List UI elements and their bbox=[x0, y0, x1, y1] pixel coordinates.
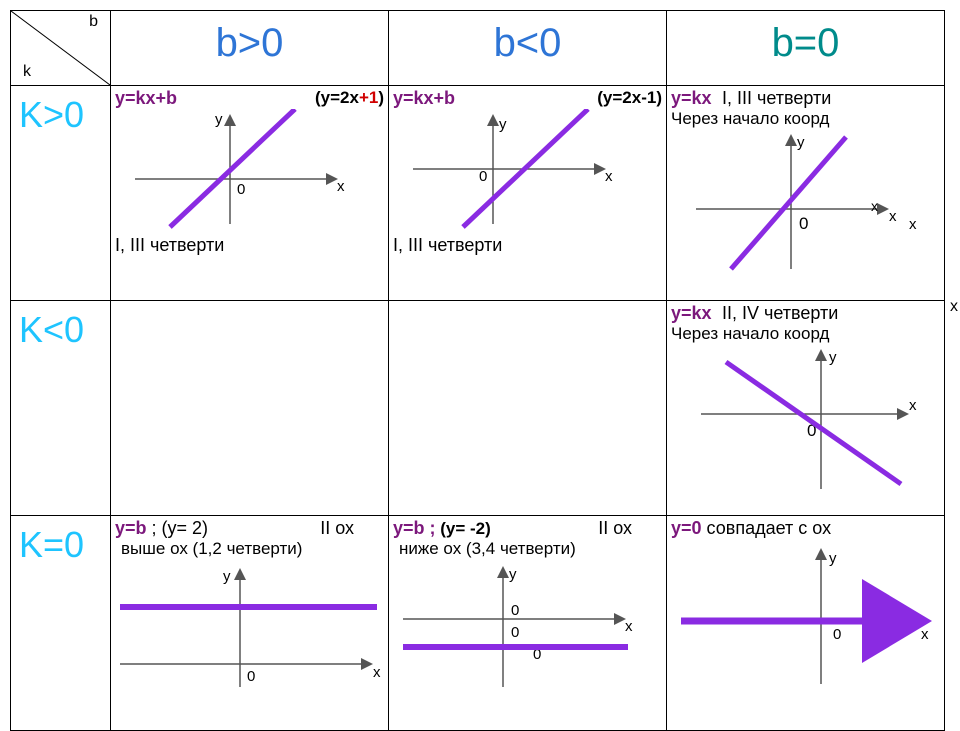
note1: I, III четверти bbox=[722, 88, 831, 108]
corner-b-label: b bbox=[89, 13, 98, 31]
svg-text:y: y bbox=[215, 111, 223, 128]
corner-cell: b k bbox=[11, 11, 111, 86]
cell-k-zero-b-pos: y=b ; (y= 2) II ох выше ох (1,2 четверти… bbox=[111, 516, 389, 731]
row-label-k-zero: K=0 bbox=[11, 516, 111, 731]
col-header-b-pos: b>0 bbox=[111, 11, 389, 86]
svg-text:x: x bbox=[605, 168, 613, 185]
svg-text:0: 0 bbox=[237, 181, 245, 198]
plot-k-zero-b-neg: x y 0 0 0 bbox=[393, 559, 663, 689]
plot-k-pos-b-pos: x y 0 bbox=[115, 109, 375, 229]
svg-text:y: y bbox=[829, 349, 837, 366]
col-header-b-zero: b=0 bbox=[667, 11, 945, 86]
svg-text:0: 0 bbox=[479, 168, 487, 185]
cell-k-neg-b-neg bbox=[389, 301, 667, 516]
svg-text:0: 0 bbox=[833, 626, 841, 643]
svg-text:y: y bbox=[499, 116, 507, 133]
equation: y=kx bbox=[671, 303, 712, 323]
svg-text:0: 0 bbox=[511, 602, 519, 619]
header-row: b k b>0 b<0 b=0 bbox=[11, 11, 945, 86]
row-k-pos: K>0 y=kx+b (y=2x+1) x y 0 I, III четверт… bbox=[11, 86, 945, 301]
cell-k-pos-b-zero: y=kx I, III четверти Через начало коорд … bbox=[667, 86, 945, 301]
svg-text:x: x bbox=[909, 397, 917, 414]
equation: y=b bbox=[115, 518, 152, 538]
corner-k-label: k bbox=[23, 63, 31, 81]
note-axis: II ох bbox=[598, 518, 632, 539]
note2: Через начало коорд bbox=[671, 324, 940, 344]
svg-text:x: x bbox=[921, 626, 929, 643]
svg-text:y: y bbox=[829, 550, 837, 567]
page: b k b>0 b<0 b=0 K>0 y=kx+b (y=2x+1) x y … bbox=[0, 0, 960, 720]
svg-text:y: y bbox=[509, 566, 517, 583]
svg-text:x: x bbox=[337, 178, 345, 195]
svg-text:x: x bbox=[373, 664, 381, 681]
equation: y=0 bbox=[671, 518, 702, 538]
plot-k-neg-b-zero: x y 0 bbox=[671, 344, 931, 494]
cell-k-zero-b-zero: y=0 совпадает с ох y 0 x bbox=[667, 516, 945, 731]
note2: Через начало коорд bbox=[671, 109, 940, 129]
row-k-neg: K<0 y=kx II, IV четверти Через начало ко… bbox=[11, 301, 945, 516]
equation: y=kx+b bbox=[393, 88, 455, 108]
cell-k-neg-b-pos bbox=[111, 301, 389, 516]
svg-text:x: x bbox=[625, 618, 633, 635]
svg-text:y: y bbox=[223, 568, 231, 585]
example: (y=2x-1) bbox=[597, 88, 662, 108]
stray-x-label: x bbox=[950, 298, 958, 316]
row-label-k-pos: K>0 bbox=[11, 86, 111, 301]
function-table: b k b>0 b<0 b=0 K>0 y=kx+b (y=2x+1) x y … bbox=[10, 10, 945, 731]
note2: выше ох (1,2 четверти) bbox=[121, 539, 384, 559]
svg-text:0: 0 bbox=[511, 624, 519, 641]
svg-text:0: 0 bbox=[247, 668, 255, 685]
cell-k-pos-b-pos: y=kx+b (y=2x+1) x y 0 I, III четверти bbox=[111, 86, 389, 301]
plot-k-zero-b-pos: x y 0 bbox=[115, 559, 385, 689]
cell-k-neg-b-zero: y=kx II, IV четверти Через начало коорд … bbox=[667, 301, 945, 516]
note2: ниже ох (3,4 четверти) bbox=[399, 539, 662, 559]
cell-k-zero-b-neg: y=b ; (y= -2) II ох ниже ох (3,4 четверт… bbox=[389, 516, 667, 731]
row-k-zero: K=0 y=b ; (y= 2) II ох выше ох (1,2 четв… bbox=[11, 516, 945, 731]
col-header-b-neg: b<0 bbox=[389, 11, 667, 86]
plot-k-zero-b-zero: y 0 x bbox=[671, 539, 941, 689]
equation: y=kx+b bbox=[115, 88, 177, 108]
plot-k-pos-b-zero: x y 0 x x bbox=[671, 129, 931, 274]
quadrants: I, III четверти bbox=[393, 235, 662, 256]
quadrants: I, III четверти bbox=[115, 235, 384, 256]
svg-text:x: x bbox=[889, 208, 897, 225]
example: (y=2x+1) bbox=[315, 88, 384, 108]
equation: y=b ; bbox=[393, 518, 436, 538]
svg-text:0: 0 bbox=[799, 214, 808, 233]
equation: y=kx bbox=[671, 88, 712, 108]
svg-text:y: y bbox=[797, 134, 805, 151]
cell-k-pos-b-neg: y=kx+b (y=2x-1) x y 0 I, III четверти bbox=[389, 86, 667, 301]
plot-k-pos-b-neg: x y 0 bbox=[393, 109, 653, 229]
note-axis: II ох bbox=[320, 518, 354, 539]
svg-text:x: x bbox=[909, 216, 917, 233]
note1: II, IV четверти bbox=[722, 303, 838, 323]
row-label-k-neg: K<0 bbox=[11, 301, 111, 516]
svg-text:x: x bbox=[871, 198, 878, 214]
